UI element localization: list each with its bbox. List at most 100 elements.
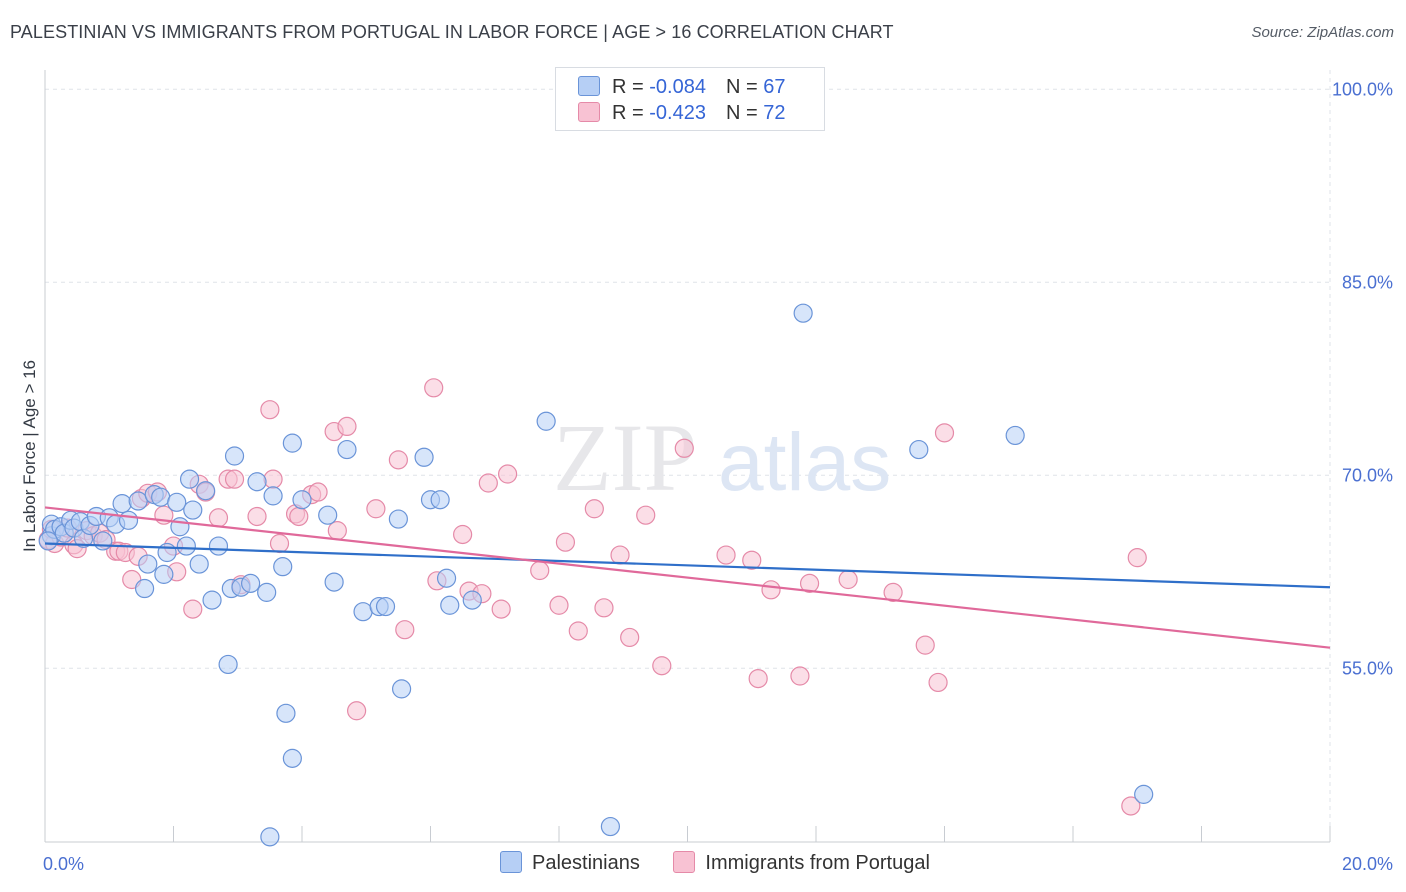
portugal-point: [337, 416, 357, 437]
portugal-point: [491, 599, 511, 619]
correlation-legend: R = -0.084 N = 67 R = -0.423 N = 72: [555, 67, 825, 131]
legend-r-label: R =: [612, 76, 650, 98]
portugal-point: [716, 545, 736, 565]
palestinian-point: [157, 542, 177, 563]
legend-n-value: 67: [763, 76, 786, 98]
portugal-point: [928, 672, 948, 693]
palestinian-point: [128, 491, 148, 511]
portugal-point: [327, 521, 347, 541]
palestinian-point: [247, 472, 267, 492]
palestinian-point: [38, 531, 58, 551]
palestinian-point: [536, 411, 556, 431]
palestinian-point: [282, 433, 302, 453]
palestinian-point: [436, 568, 457, 588]
portugal-point: [915, 635, 935, 655]
axes: [44, 70, 1331, 843]
palestinian-point: [218, 654, 238, 675]
palestinian-point: [118, 510, 139, 530]
watermark-zip: ZIP: [553, 404, 697, 511]
palestinian-point: [241, 573, 261, 593]
palestinian-point: [189, 554, 209, 574]
palestinian-point: [292, 490, 312, 510]
palestinian-point: [93, 531, 113, 551]
palestinian-point: [282, 748, 302, 768]
portugal-point: [208, 508, 229, 528]
chart-title: PALESTINIAN VS IMMIGRANTS FROM PORTUGAL …: [10, 22, 894, 42]
palestinian-point: [388, 509, 408, 529]
palestinian-point: [273, 557, 293, 577]
portugal-point: [594, 598, 614, 618]
portugal-point: [260, 400, 280, 420]
portugal-point: [289, 506, 309, 527]
y-tick-label: 55.0%: [1342, 658, 1393, 678]
palestinian-point: [337, 439, 357, 460]
palestinian-point: [391, 679, 412, 699]
portugal-point: [674, 438, 694, 458]
palestinian-point: [154, 564, 174, 584]
portugal-point: [748, 668, 768, 689]
palestinian-point: [260, 827, 280, 847]
legend-swatch-pink: [578, 102, 600, 122]
portugal-point: [838, 569, 858, 590]
source-label: Source: ZipAtlas.com: [1251, 24, 1394, 41]
legend-n-label: N =: [725, 102, 764, 124]
portugal-point: [224, 469, 245, 489]
portugal-point: [1121, 796, 1141, 816]
palestinian-point: [375, 596, 396, 617]
palestinian-point: [224, 446, 245, 466]
palestinian-point: [134, 578, 155, 599]
x-tick-label: 20.0%: [1342, 854, 1393, 874]
legend-label-palestinians: Palestinians: [532, 852, 640, 874]
portugal-point: [934, 423, 955, 443]
palestinian-point: [208, 536, 229, 556]
palestinian-point: [138, 554, 158, 574]
legend-n-label: N =: [725, 76, 764, 98]
trend-line-palestinian: [44, 542, 1331, 589]
portugal-point: [620, 627, 640, 648]
legend-swatch-pink: [673, 851, 696, 873]
legend-swatch-blue: [578, 76, 600, 96]
legend-n-value: 72: [763, 102, 786, 124]
palestinian-point: [430, 490, 450, 510]
trend-line-portugal: [44, 506, 1331, 649]
y-tick-label: 85.0%: [1342, 272, 1393, 292]
portugal-point: [610, 545, 630, 565]
portugal-point: [761, 580, 781, 600]
portugal-point: [799, 573, 820, 593]
x-tick-label: 0.0%: [43, 854, 84, 874]
palestinian-point: [1134, 784, 1154, 804]
watermark: ZIP atlas: [553, 404, 891, 511]
y-tick-labels: 55.0% 70.0% 85.0% 100.0%: [1332, 79, 1393, 678]
palestinian-point: [440, 595, 460, 615]
legend-label-portugal: Immigrants from Portugal: [705, 852, 930, 874]
palestinian-point: [167, 492, 187, 512]
palestinian-point: [324, 572, 344, 592]
portugal-point: [308, 482, 328, 502]
palestinian-point: [414, 447, 434, 467]
palestinian-point: [151, 487, 171, 507]
trend-lines: [44, 506, 1331, 649]
palestinian-point: [909, 439, 929, 460]
palestinian-point: [318, 505, 338, 525]
y-axis-title: In Labor Force | Age > 16: [20, 360, 39, 552]
portugal-point: [530, 560, 550, 581]
portugal-point: [347, 701, 367, 721]
y-tick-label: 100.0%: [1332, 79, 1393, 99]
palestinian-point: [462, 590, 482, 610]
portugal-point: [424, 378, 444, 398]
palestinian-point: [196, 481, 216, 501]
portugal-point: [498, 464, 518, 484]
portugal-point: [790, 666, 810, 686]
watermark-atlas: atlas: [718, 417, 891, 508]
legend-r-label: R =: [612, 102, 650, 124]
palestinian-point: [202, 590, 222, 610]
portugal-point: [883, 582, 903, 602]
portugal-point: [453, 524, 473, 545]
portugal-point: [652, 656, 672, 676]
portugal-point: [549, 595, 569, 615]
portugal-point: [584, 499, 604, 519]
portugal-point: [742, 550, 762, 570]
portugal-point: [555, 532, 576, 552]
palestinian-point: [1005, 425, 1025, 446]
palestinian-point: [353, 602, 373, 622]
